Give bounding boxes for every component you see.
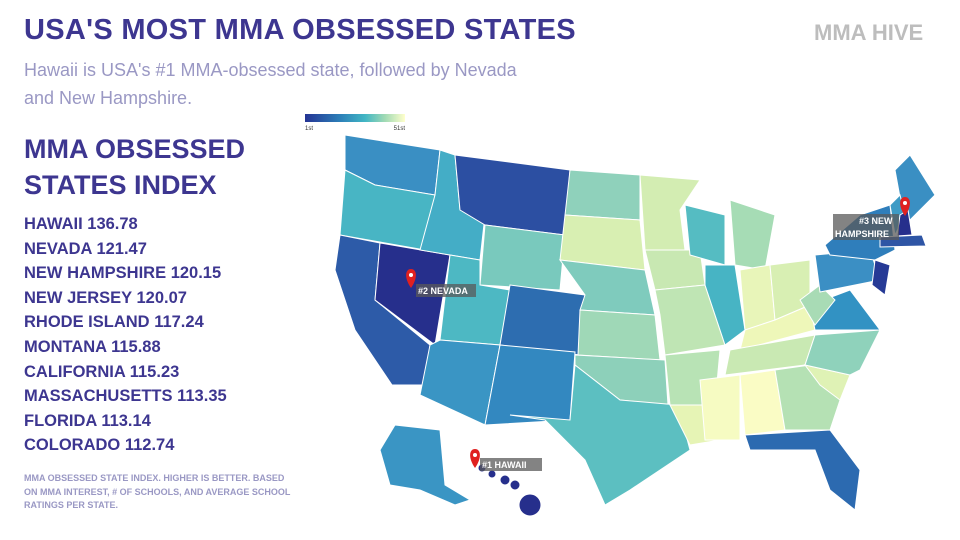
ranking-row: COLORADO 112.74 <box>24 433 227 458</box>
ranking-row: NEW JERSEY 120.07 <box>24 286 227 311</box>
state-shape <box>499 284 586 356</box>
state-name: NEW HAMPSHIRE <box>24 264 167 283</box>
logo: MMA HIVE <box>814 20 924 45</box>
state-shape <box>509 364 691 506</box>
ranking-list: HAWAII 136.78 NEVADA 121.47 NEW HAMPSHIRE … <box>24 212 227 458</box>
index-heading: MMA OBSESSED STATES INDEX <box>24 134 246 200</box>
pin-label-bg <box>480 458 542 471</box>
state-shape <box>479 224 566 291</box>
state-score: 121.47 <box>96 239 147 258</box>
state-shape <box>704 264 746 346</box>
state-name: RHODE ISLAND <box>24 313 150 332</box>
ranking-row: MONTANA 115.88 <box>24 335 227 360</box>
ranking-row: NEW HAMPSHIRE 120.15 <box>24 261 227 286</box>
pin-label-bg <box>416 284 476 297</box>
pin-label-bg <box>833 214 899 240</box>
state-score: 120.15 <box>170 264 222 283</box>
state-score: 112.74 <box>124 436 175 455</box>
state-name: NEVADA <box>24 239 92 258</box>
subtitle: Hawaii is USA's #1 MMA-obsessed state, f… <box>24 60 517 108</box>
state-name: NEW JERSEY <box>24 288 132 307</box>
state-name: MONTANA <box>24 337 107 356</box>
state-score: 117.24 <box>154 313 204 332</box>
state-score: 115.23 <box>129 362 180 381</box>
state-score: 120.07 <box>136 288 187 307</box>
ranking-row: HAWAII 136.78 <box>24 212 227 237</box>
title: USA'S MOST MMA OBSESSED STATES <box>24 14 576 46</box>
state-shape <box>379 424 472 506</box>
pin-label-line: HAMPSHIRE <box>835 229 889 239</box>
state-name: MASSACHUSETTS <box>24 387 173 406</box>
state-name: COLORADO <box>24 436 121 455</box>
state-name: FLORIDA <box>24 411 97 430</box>
pins: #1 HAWAII #2 NEVADA #3 NEW HAMPSHIRE <box>406 197 910 471</box>
pin-dot <box>409 273 413 277</box>
state-shape <box>484 344 576 426</box>
states <box>334 134 936 517</box>
state-shape <box>487 469 497 479</box>
state-shape <box>509 479 521 491</box>
state-name: CALIFORNIA <box>24 362 126 381</box>
state-shape <box>871 259 891 296</box>
state-shape <box>654 284 726 356</box>
state-shape <box>699 374 741 441</box>
state-score: 113.14 <box>101 411 151 430</box>
ranking-row: MASSACHUSETTS 113.35 <box>24 384 227 409</box>
state-shape <box>804 329 881 376</box>
pin-label-line: #3 NEW <box>859 216 893 226</box>
pin <box>406 269 416 288</box>
state-shape <box>744 429 861 511</box>
ranking-row: CALIFORNIA 115.23 <box>24 360 227 385</box>
state-shape <box>419 339 501 426</box>
state-score: 136.78 <box>87 215 138 233</box>
pin <box>900 197 910 216</box>
state-shape <box>739 264 776 331</box>
state-shape <box>499 474 511 486</box>
state-shape <box>564 169 641 221</box>
legend-high: 51st <box>394 126 406 132</box>
ranking-row: NEVADA 121.47 <box>24 237 227 262</box>
legend-scale <box>305 114 405 122</box>
legend-low: 1st <box>305 126 313 132</box>
ranking-row: FLORIDA 113.14 <box>24 409 227 434</box>
pin <box>470 449 480 468</box>
state-score: 115.88 <box>111 337 161 356</box>
pin-dot <box>903 201 907 205</box>
state-score: 113.35 <box>177 387 227 406</box>
footnote: MMA OBSESSED STATE INDEX. HIGHER IS BETT… <box>24 473 291 510</box>
ranking-row: RHODE ISLAND 117.24 <box>24 310 227 335</box>
state-shape <box>639 174 701 251</box>
pin-label: #1 HAWAII <box>482 460 527 470</box>
pin-dot <box>473 453 477 457</box>
state-shape <box>577 309 661 361</box>
pin-label: #3 NEW HAMPSHIRE <box>835 216 893 239</box>
state-name: HAWAII <box>24 215 83 233</box>
pin-label: #2 NEVADA <box>418 286 468 296</box>
state-shape <box>799 284 836 326</box>
state-shape <box>518 493 542 517</box>
state-shape <box>729 199 776 271</box>
